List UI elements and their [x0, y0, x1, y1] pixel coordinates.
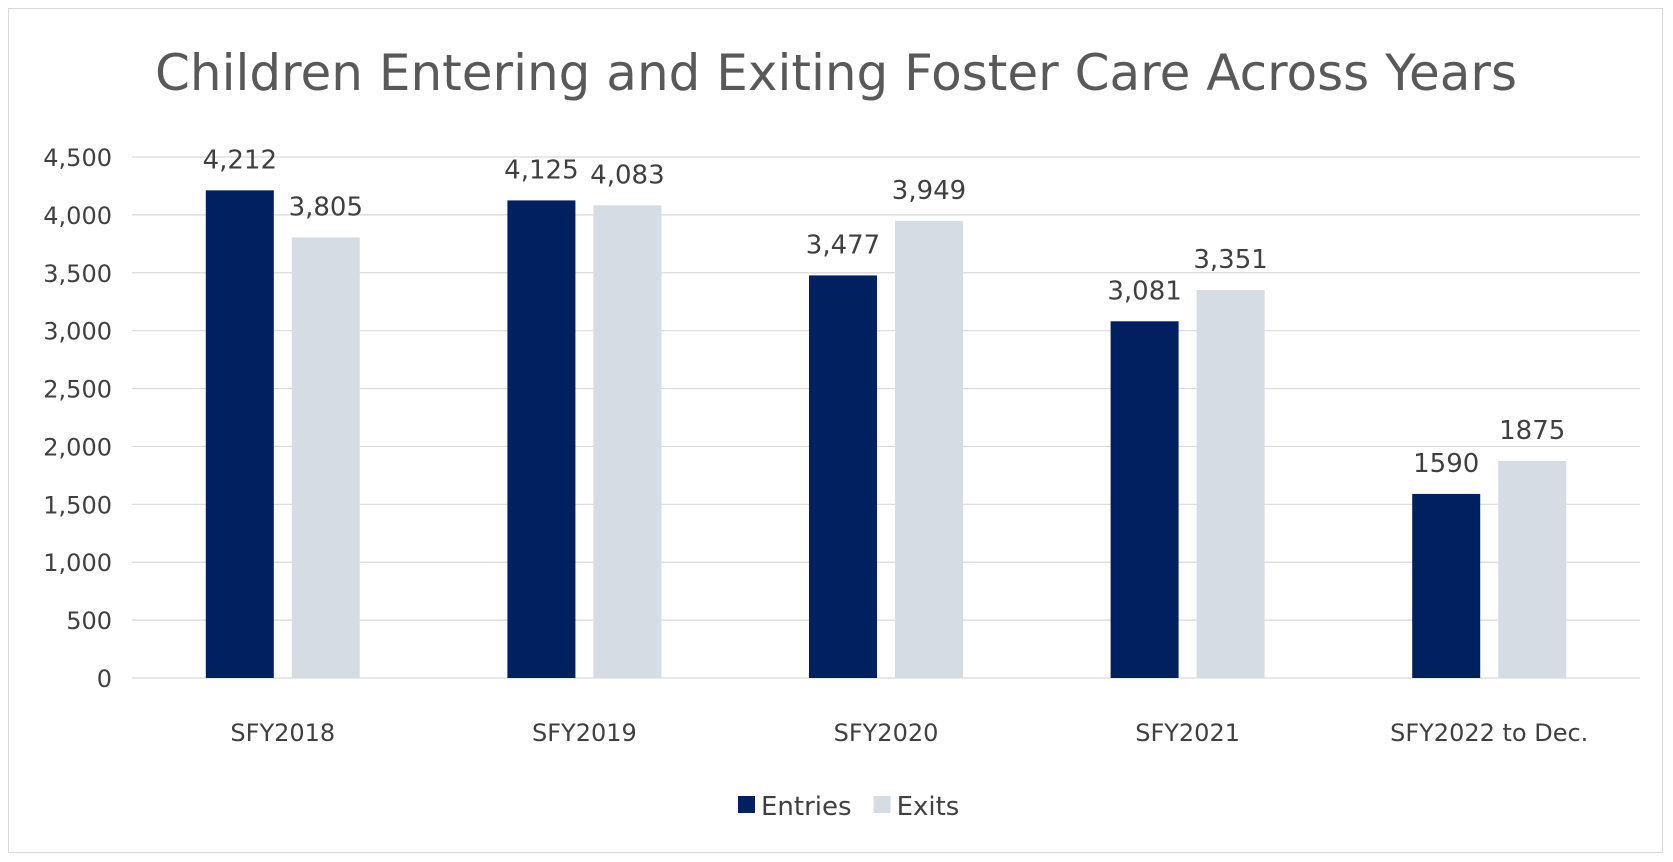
y-tick-label: 3,500 [43, 260, 112, 288]
legend-label-entries: Entries [761, 792, 852, 822]
x-category-label: SFY2021 [1135, 719, 1240, 747]
legend: Entries Exits [738, 792, 959, 822]
legend-swatch-entries [738, 796, 755, 813]
bar-exits-3 [895, 220, 963, 678]
data-label-exits: 3,949 [892, 176, 966, 206]
data-label-exits: 3,805 [289, 192, 363, 222]
data-label-entries: 3,081 [1107, 276, 1181, 306]
bar-exits-1 [291, 237, 360, 678]
legend-label-exits: Exits [897, 792, 960, 822]
y-tick-label: 4,000 [43, 202, 112, 230]
data-label-entries: 3,477 [806, 230, 880, 260]
y-tick-label: 2,500 [43, 376, 112, 404]
gridlines [132, 156, 1640, 679]
x-axis-category-labels: SFY2018 SFY2019 SFY2020 SFY2021 SFY2022 to D… [230, 719, 1588, 747]
y-tick-label: 2,000 [43, 433, 112, 461]
chart-title: Children Entering and Exiting Foster Car… [155, 44, 1517, 102]
y-tick-label: 3,000 [43, 318, 112, 346]
x-category-label: SFY2018 [230, 719, 335, 747]
data-label-entries: 4,125 [504, 155, 578, 185]
bar-entries-5 [1412, 493, 1481, 678]
bar-exits-2 [593, 205, 662, 678]
x-category-label: SFY2019 [532, 719, 637, 747]
data-label-entries: 1590 [1413, 449, 1479, 479]
x-category-label: SFY2022 to Dec. [1390, 719, 1588, 747]
y-axis-tick-labels: 0 500 1,000 1,500 2,000 2,500 3,000 3,500 4,000 4… [43, 144, 112, 693]
bar-exits-4 [1196, 290, 1265, 678]
y-tick-label: 4,500 [43, 144, 112, 172]
data-label-exits: 4,083 [590, 160, 664, 190]
data-label-exits: 1875 [1499, 416, 1565, 446]
y-tick-label: 0 [97, 665, 112, 693]
data-label-exits: 3,351 [1193, 245, 1267, 275]
data-label-entries: 4,212 [203, 145, 277, 175]
bars [205, 190, 1567, 678]
bar-entries-1 [205, 190, 274, 678]
legend-swatch-exits [873, 796, 891, 813]
y-tick-label: 1,500 [43, 491, 112, 519]
bar-entries-4 [1110, 321, 1179, 678]
x-category-label: SFY2020 [834, 719, 939, 747]
y-tick-label: 500 [66, 607, 112, 635]
bar-entries-3 [809, 275, 877, 678]
y-tick-label: 1,000 [43, 549, 112, 577]
bar-exits-5 [1498, 460, 1567, 678]
bar-entries-2 [507, 200, 576, 678]
data-labels: 4,212 3,805 4,125 4,083 3,477 3,949 3,081 3,351… [203, 145, 1566, 479]
